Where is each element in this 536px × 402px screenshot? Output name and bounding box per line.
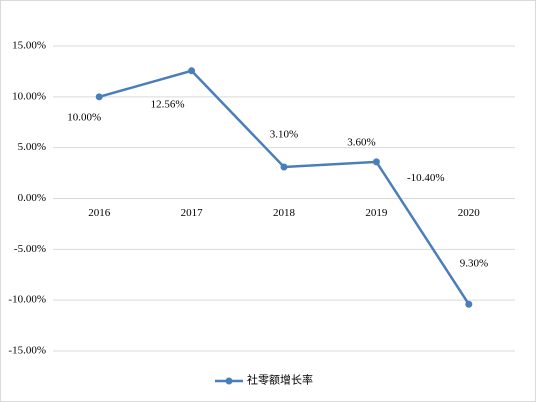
x-tick-label: 2020 <box>458 207 481 219</box>
y-tick-label: 10.00% <box>12 90 46 102</box>
y-tick-label: -15.00% <box>8 345 46 357</box>
data-label: 12.56% <box>151 98 185 110</box>
data-label: -10.40% <box>407 172 445 184</box>
y-tick-label: 0.00% <box>18 192 46 204</box>
y-tick-label: 15.00% <box>12 40 46 52</box>
y-tick-label: 5.00% <box>18 141 46 153</box>
y-tick-label: -10.00% <box>8 294 46 306</box>
data-point <box>95 93 103 101</box>
legend-label: 社零额增长率 <box>247 373 313 387</box>
data-point <box>372 158 380 166</box>
y-tick-label: -5.00% <box>14 243 46 255</box>
data-label: 10.00% <box>67 111 101 123</box>
data-label: 3.60% <box>347 136 375 148</box>
x-tick-label: 2017 <box>181 207 204 219</box>
x-tick-label: 2016 <box>88 207 111 219</box>
x-tick-label: 2018 <box>273 207 296 219</box>
data-point <box>188 67 196 75</box>
x-tick-label: 2019 <box>365 207 388 219</box>
data-point <box>465 300 473 308</box>
legend-marker <box>225 377 233 385</box>
data-label: 3.10% <box>270 129 298 141</box>
data-point <box>280 163 288 171</box>
annotation: 9.30% <box>460 258 488 270</box>
